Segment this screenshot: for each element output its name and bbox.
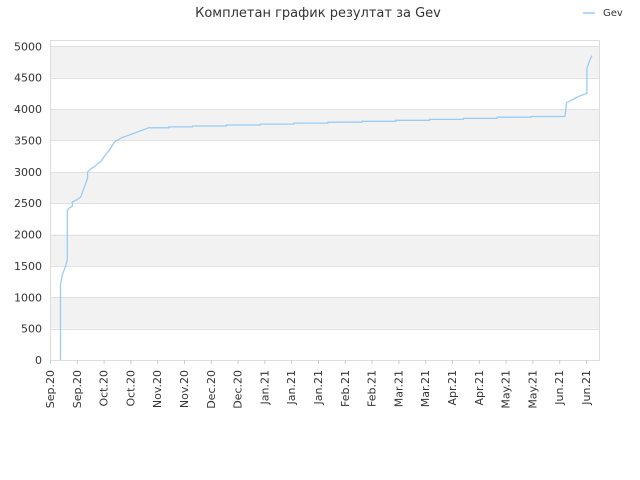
plot-band [50,46,600,78]
plot-bands [50,46,600,329]
x-tick-label: Feb.21 [339,370,352,407]
series-layer [59,55,593,360]
plot-band [50,297,600,329]
x-tick-label: Jan.21 [258,370,271,405]
x-tick-label: Jun.21 [553,370,566,406]
x-tick-label: Dec.20 [205,370,218,409]
plot-band [50,171,600,204]
y-tick-label: 4500 [14,72,42,85]
series-line-gev [59,55,593,360]
y-axis-ticks: 0 500 1000 1500 2000 2500 3000 3500 4000 4500 5000 [14,40,42,367]
x-tick-label: Oct.20 [98,370,111,407]
y-tick-label: 1500 [14,260,42,273]
x-tick-label: Sep.20 [71,370,84,408]
y-tick-label: 4000 [14,103,42,116]
y-tick-label: 500 [21,323,42,336]
legend: Gev [583,8,623,19]
y-tick-label: 2500 [14,197,42,210]
x-tick-label: Nov.20 [178,370,191,408]
x-tick-label: Dec.20 [232,370,245,409]
chart-title: Комплетан график резултат за Gev [195,6,441,21]
y-tick-label: 3000 [14,166,42,179]
x-axis-ticks: Sep.20 Sep.20 Oct.20 Oct.20 Nov.20 Nov.20 Dec.… [44,360,593,409]
y-tick-label: 3500 [14,134,42,147]
x-tick-label: Jan.21 [312,370,325,405]
grid-lines [50,46,600,361]
x-tick-label: Apr.21 [446,370,459,406]
x-tick-label: Nov.20 [151,370,164,408]
y-tick-label: 1000 [14,291,42,304]
x-tick-label: Oct.20 [124,370,137,407]
x-tick-label: Mar.21 [392,370,405,407]
x-tick-label: Jun.21 [580,370,593,406]
y-tick-label: 5000 [14,40,42,53]
y-tick-label: 2000 [14,229,42,242]
x-tick-label: Mar.21 [419,370,432,407]
x-tick-label: Sep.20 [44,370,57,408]
x-tick-label: Feb.21 [366,370,379,407]
y-tick-label: 0 [35,354,42,367]
x-tick-label: May.21 [526,370,539,409]
x-tick-label: May.21 [500,370,513,409]
x-tick-label: Apr.21 [473,370,486,406]
x-tick-label: Jan.21 [285,370,298,405]
legend-label-gev: Gev [603,8,623,19]
plot-area [50,40,600,361]
plot-band [50,109,600,141]
plot-band [50,234,600,266]
